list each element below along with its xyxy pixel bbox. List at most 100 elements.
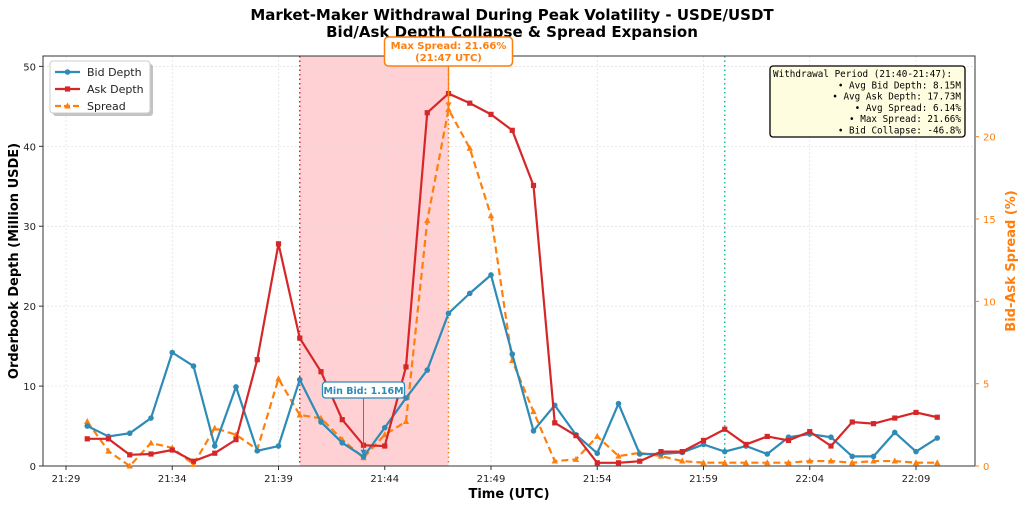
spread-point [296,411,303,418]
ask-depth-point [870,421,877,427]
ask-depth-point [573,433,579,439]
x-tick-label: 22:04 [795,474,824,485]
bid-depth-point [360,453,367,460]
ask-depth-point [254,357,260,363]
ask-depth-point [934,414,940,420]
spread-point [84,418,91,425]
ask-depth-point [637,458,643,464]
y-tick-label: 50 [23,62,36,73]
ask-depth-point [382,443,388,449]
legend-box [49,60,151,114]
spread-point [105,447,112,454]
x-tick-label: 21:39 [264,474,293,485]
ask-depth-point [84,436,90,442]
info-box-line: • Bid Collapse: -46.8% [838,126,962,137]
bid-depth-point [339,440,346,446]
plot-area: 21:29 21:34 21:39 21:44 21:49 21:54 21:59 22:04… [23,36,996,485]
chart-title: Market-Maker Withdrawal During Peak Vola… [250,6,774,24]
y2-tick-label: 5 [983,380,989,391]
ask-depth-point [594,460,600,466]
x-tick-label: 21:34 [158,474,187,485]
info-box-line: Withdrawal Period (21:40-21:47): [773,69,952,80]
ask-depth-point [403,364,409,370]
spread-point [785,459,792,466]
y2-tick-label: 20 [983,133,996,144]
min-bid-annotation: Min Bid: 1.16M [323,386,403,397]
legend-marker-ask-depth [64,86,71,92]
ask-depth-point [148,451,154,457]
bid-depth-point [615,400,622,407]
bid-depth-point [594,450,601,457]
bid-depth-point [169,349,176,356]
bid-depth-point [296,376,303,383]
y-tick-label: 20 [23,302,36,313]
spread-point [827,457,835,464]
spread-point [275,375,282,382]
spread-point [870,457,877,464]
ask-depth-point [488,111,494,117]
max-spread-annotation-line1: Max Spread: 21.66% [391,41,507,52]
spread-point [764,459,771,466]
y2-tick-label: 0 [983,462,989,473]
spread-point [615,452,622,459]
max-spread-annotation-line2: (21:47 UTC) [415,53,482,64]
bid-depth-point [275,443,282,449]
info-box-line: • Avg Bid Depth: 8.15M [838,80,962,91]
bid-depth-point [148,415,154,421]
spread-point [147,439,155,446]
x-tick-label: 21:59 [689,474,718,485]
bid-depth-point [381,424,388,431]
y2-tick-label: 15 [983,215,996,226]
min-bid-annotation-box [321,381,406,399]
bid-depth-point [254,448,261,454]
x-axis-label: Time (UTC) [468,487,549,502]
spread-point [594,432,601,439]
ask-depth-point [169,447,175,453]
ask-depth-point [509,127,515,133]
ask-depth-point [127,452,133,458]
spread-point [530,408,537,415]
y2-tick-label: 10 [983,297,996,308]
bid-depth-point [870,453,877,460]
ask-depth-point [658,449,664,455]
spread-point [721,459,728,466]
legend-marker-bid-depth [64,69,71,75]
bid-depth-point [530,428,537,434]
spread-point [402,418,410,425]
bid-depth-point [318,419,324,425]
legend-label-bid-depth: Bid Depth [87,66,142,79]
bid-depth-point [913,448,919,455]
ask-depth-point [849,419,855,425]
ask-depth-point [318,369,324,375]
y-tick-label: 10 [23,382,36,393]
ask-depth-point [105,436,112,442]
y2-axis-label: Bid-Ask Spread (%) [1004,190,1019,331]
bid-depth-point [424,367,431,373]
spread-point [700,459,707,466]
spread-point [381,431,388,438]
bid-depth-point [126,430,133,437]
ask-depth-point [530,182,537,189]
ask-depth-point [913,409,919,416]
ask-depth-point [828,443,834,449]
info-box-line: • Avg Ask Depth: 17.73M [832,92,961,103]
ask-depth-point [275,241,282,247]
x-tick-label: 21:44 [370,474,399,485]
bid-depth-point [828,434,834,441]
bid-depth-point [488,272,494,278]
spread-point [912,459,920,466]
y-axis-label: Orderbook Depth (Million USDE) [7,143,22,379]
min-bid-arrowhead [360,449,367,456]
legend-label-spread: Spread [87,100,126,113]
bid-depth-point [84,423,91,429]
spread-point [934,459,941,466]
bid-depth-point [190,363,197,369]
spread-point [190,460,197,467]
y-tick-label: 0 [30,462,36,473]
ask-depth-point [552,420,558,426]
spread-point [424,217,431,224]
legend-label-ask-depth: Ask Depth [87,83,144,96]
spread-point [849,459,856,466]
ask-depth-point [424,110,430,116]
bid-depth-point [636,451,643,457]
